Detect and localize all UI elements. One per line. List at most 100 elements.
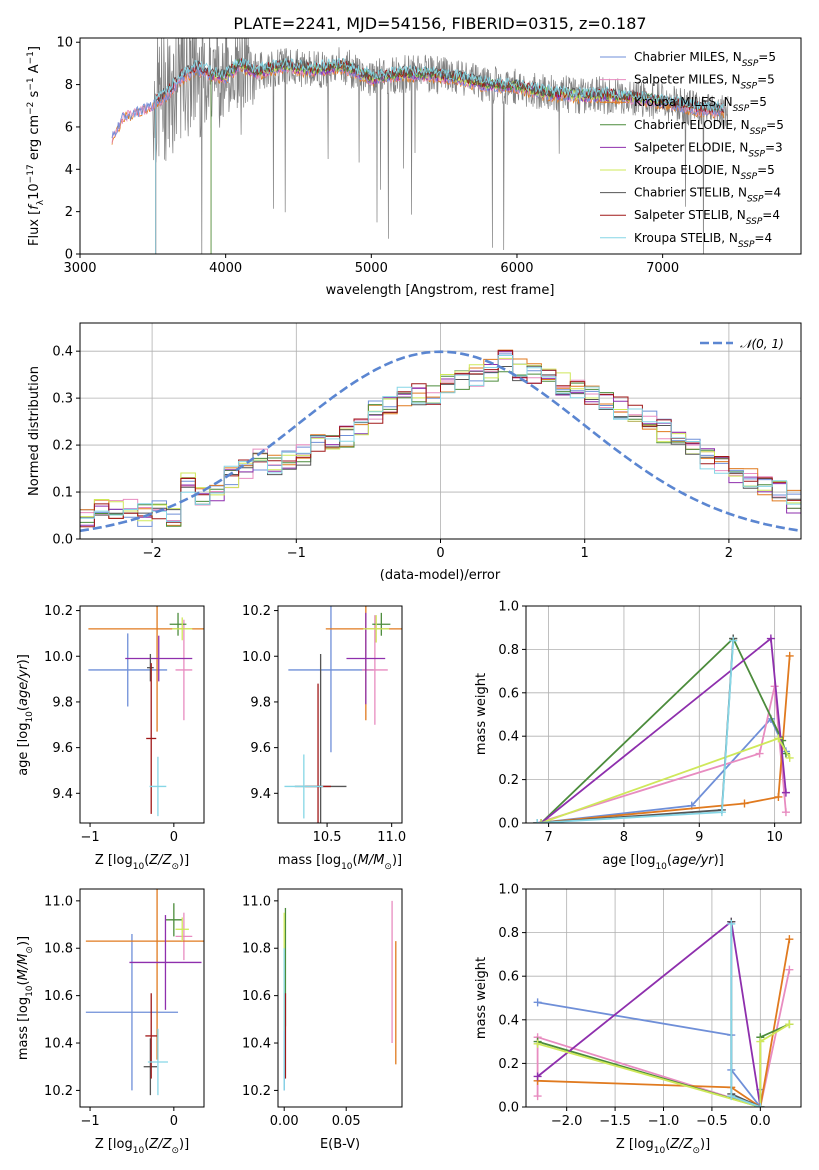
series-marker xyxy=(766,634,775,643)
y-tick-label: 0.4 xyxy=(52,345,73,360)
x-tick-label: 5000 xyxy=(355,261,388,276)
y-tick-label: 11.0 xyxy=(242,894,271,909)
series-marker xyxy=(774,734,783,743)
label-segment: age [log xyxy=(16,723,31,776)
label-segment: M/M xyxy=(16,954,31,981)
label-segment: ⊙ xyxy=(692,1146,700,1156)
label-segment: mass [log xyxy=(16,997,31,1060)
label-segment: ] xyxy=(27,46,42,51)
series-marker xyxy=(533,1072,542,1081)
label-segment: M/M xyxy=(358,853,385,868)
histogram-step xyxy=(80,350,801,528)
x-tick-label: −1.0 xyxy=(648,1114,680,1129)
y-tick-label: 0.4 xyxy=(498,1013,519,1028)
y-axis-label: mass [log10(M/M⊙)] xyxy=(16,936,35,1060)
x-tick-label: 9 xyxy=(695,830,703,845)
y-tick-label: 10.2 xyxy=(44,1084,73,1099)
y-tick-label: 0.0 xyxy=(498,817,519,832)
label-segment: )] xyxy=(16,936,31,946)
spectrum-axes: 3000 4000 5000 6000 7000 0 2 4 6 8 10 Chabrier MILE… xyxy=(26,36,802,298)
y-tick-label: 0.4 xyxy=(498,730,519,745)
x-tick-label: 10 xyxy=(766,830,783,845)
plot-area xyxy=(533,917,794,1107)
x-tick-label: −1 xyxy=(80,1114,99,1129)
y-tick-label: 10.2 xyxy=(242,1084,271,1099)
x-axis-label: (data-model)/error xyxy=(380,568,501,583)
x-tick-label: 10.5 xyxy=(313,830,342,845)
series-line xyxy=(537,686,787,823)
y-tick-label: 0.8 xyxy=(498,643,519,658)
label-segment: )] xyxy=(700,1137,710,1152)
x-axis-label: Z [log10(Z/Z⊙)] xyxy=(95,1137,189,1156)
legend-segment: =5 xyxy=(758,50,776,64)
x-axis-label: Z [log10(Z/Z⊙)] xyxy=(95,853,189,872)
series-line xyxy=(537,655,791,823)
x-tick-label: −1 xyxy=(80,830,99,845)
label-segment: )] xyxy=(179,1137,189,1152)
legend-segment: Chabrier ELODIE, N xyxy=(634,118,750,132)
legend-label: Chabrier ELODIE, NSSP=5 xyxy=(634,118,784,137)
y-tick-label: 9.4 xyxy=(52,787,73,802)
x-axis-label: age [log10(age/yr)] xyxy=(602,853,724,872)
legend-label: Kroupa STELIB, NSSP=4 xyxy=(634,231,772,250)
y-tick-label: 10.0 xyxy=(44,650,73,665)
legend-segment: SSP xyxy=(750,127,767,137)
label-segment: −17 xyxy=(26,164,36,183)
y-tick-label: 0.2 xyxy=(498,773,519,788)
y-tick-label: 10.8 xyxy=(242,942,271,957)
series-line xyxy=(537,920,762,1107)
label-segment: 10 xyxy=(654,1146,666,1156)
label-segment: )] xyxy=(179,853,189,868)
label-segment: 10 xyxy=(133,862,145,872)
x-tick-label: 0.05 xyxy=(332,1114,361,1129)
series-marker xyxy=(729,636,738,645)
series-line xyxy=(537,717,787,823)
legend-segment: SSP xyxy=(733,104,750,114)
series-marker xyxy=(533,819,542,823)
histogram-step xyxy=(80,351,801,526)
plot-area xyxy=(111,38,729,254)
legend-segment: SSP xyxy=(746,217,763,227)
y-tick-label: 0.8 xyxy=(498,926,519,941)
x-tick-label: 7000 xyxy=(646,261,679,276)
series-marker xyxy=(785,965,794,974)
label-segment: 10 xyxy=(25,711,35,723)
label-segment: 10 xyxy=(27,183,42,200)
y-axis-label: Normed distribution xyxy=(27,366,42,496)
label-segment: ⊙ xyxy=(384,862,392,872)
histogram-step xyxy=(80,357,801,522)
model-spectrum-line xyxy=(155,57,725,254)
legend-segment: Salpeter STELIB, N xyxy=(634,208,746,222)
x-tick-label: 3000 xyxy=(63,261,96,276)
y-tick-label: 10.2 xyxy=(242,604,271,619)
y-tick-label: 9.6 xyxy=(52,741,73,756)
series-marker xyxy=(756,1037,765,1046)
label-segment: erg cm xyxy=(27,115,42,164)
series-marker xyxy=(740,799,749,808)
legend-label: Salpeter MILES, NSSP=5 xyxy=(634,73,775,92)
axes-frame xyxy=(277,605,403,824)
x-tick-label: 0 xyxy=(170,1114,178,1129)
plot-area xyxy=(283,900,397,1091)
figure-title: PLATE=2241, MJD=54156, FIBERID=0315, z=0… xyxy=(233,14,646,33)
axes-frame xyxy=(79,888,205,1108)
normal-curve xyxy=(80,350,801,533)
legend-segment: SSP xyxy=(742,59,759,69)
y-axis-label: mass weight xyxy=(474,957,489,1039)
x-tick-label: 2 xyxy=(725,546,733,561)
plot-area xyxy=(85,889,204,1096)
y-tick-label: 10.0 xyxy=(242,650,271,665)
label-segment: )] xyxy=(392,853,402,868)
series-marker xyxy=(785,753,794,762)
x-axis-label: Z [log10(Z/Z⊙)] xyxy=(616,1137,710,1156)
label-segment: age/yr xyxy=(672,853,715,868)
y-tick-label: 0.0 xyxy=(52,533,73,548)
label-segment: ⊙ xyxy=(25,946,35,954)
x-tick-label: 11.0 xyxy=(377,830,406,845)
series-line xyxy=(537,1023,790,1107)
axes-frame xyxy=(277,888,403,1108)
y-tick-label: 4 xyxy=(65,163,73,178)
label-segment: ⊙ xyxy=(171,862,179,872)
label-segment: ( xyxy=(144,1137,149,1152)
